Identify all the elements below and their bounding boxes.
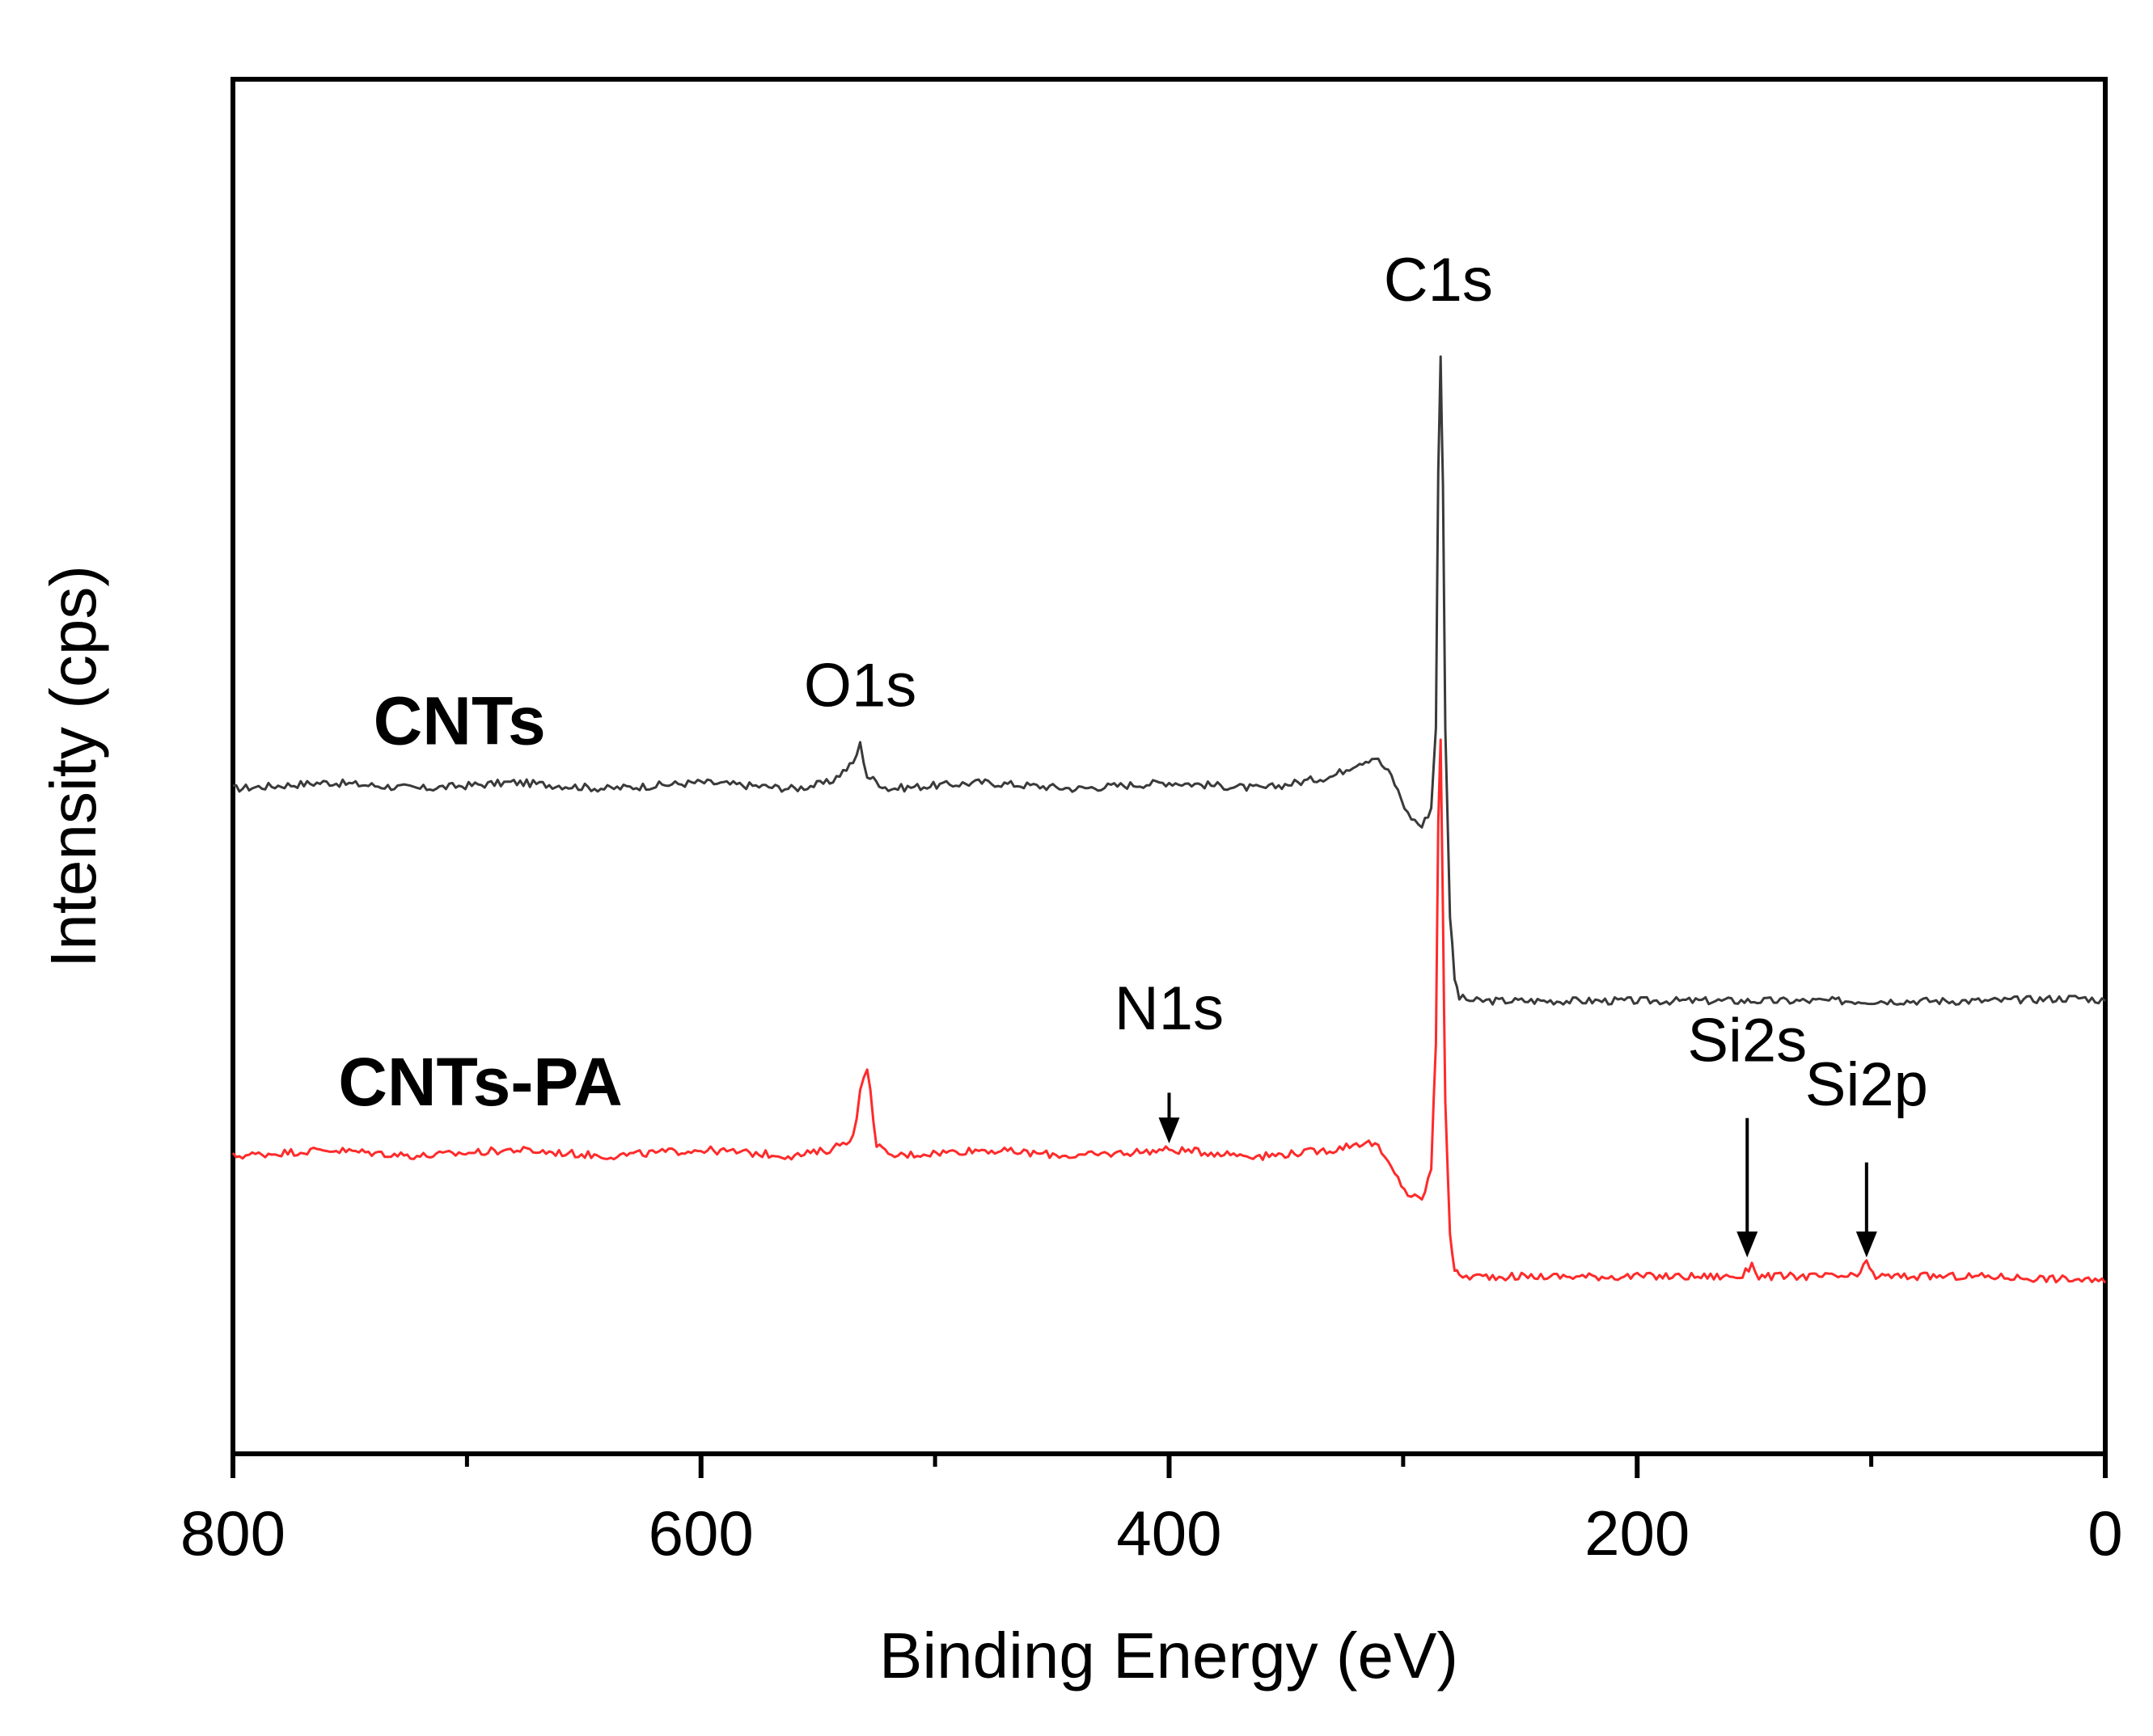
arrow-head-si2s	[1736, 1231, 1758, 1258]
arrow-head-si2p	[1855, 1231, 1877, 1258]
arrow-head-n1s	[1158, 1117, 1180, 1144]
label-layer: CNTs CNTs-PA	[338, 683, 623, 1121]
x-tick-label-800: 800	[180, 1497, 286, 1569]
x-tick-label-200: 200	[1584, 1497, 1690, 1569]
y-axis-title: Intensity (cps)	[37, 565, 109, 968]
plot-frame	[231, 77, 2108, 1456]
peak-label-si2s: Si2s	[1687, 1006, 1807, 1075]
peak-label-si2p: Si2p	[1805, 1050, 1928, 1119]
x-tick-label-0: 0	[2087, 1497, 2122, 1569]
peak-label-o1s: O1s	[804, 652, 916, 720]
series-label-cnts-pa: CNTs-PA	[338, 1044, 623, 1120]
peak-label-c1s: C1s	[1384, 246, 1493, 315]
major-ticks	[231, 1454, 2108, 1478]
series-line-cnts-pa	[231, 738, 2107, 1284]
x-tick-label-600: 600	[649, 1497, 754, 1569]
x-tick-label-400: 400	[1116, 1497, 1221, 1569]
series-layer	[231, 355, 2107, 1284]
series-line-cnts	[232, 355, 2106, 1006]
minor-ticks	[464, 1454, 1874, 1467]
tick-labels: 800 600 400 200 0	[180, 1497, 2123, 1569]
series-label-cnts: CNTs	[374, 683, 546, 759]
x-axis-title: Binding Energy (eV)	[879, 1620, 1458, 1692]
peak-label-n1s: N1s	[1115, 974, 1224, 1043]
